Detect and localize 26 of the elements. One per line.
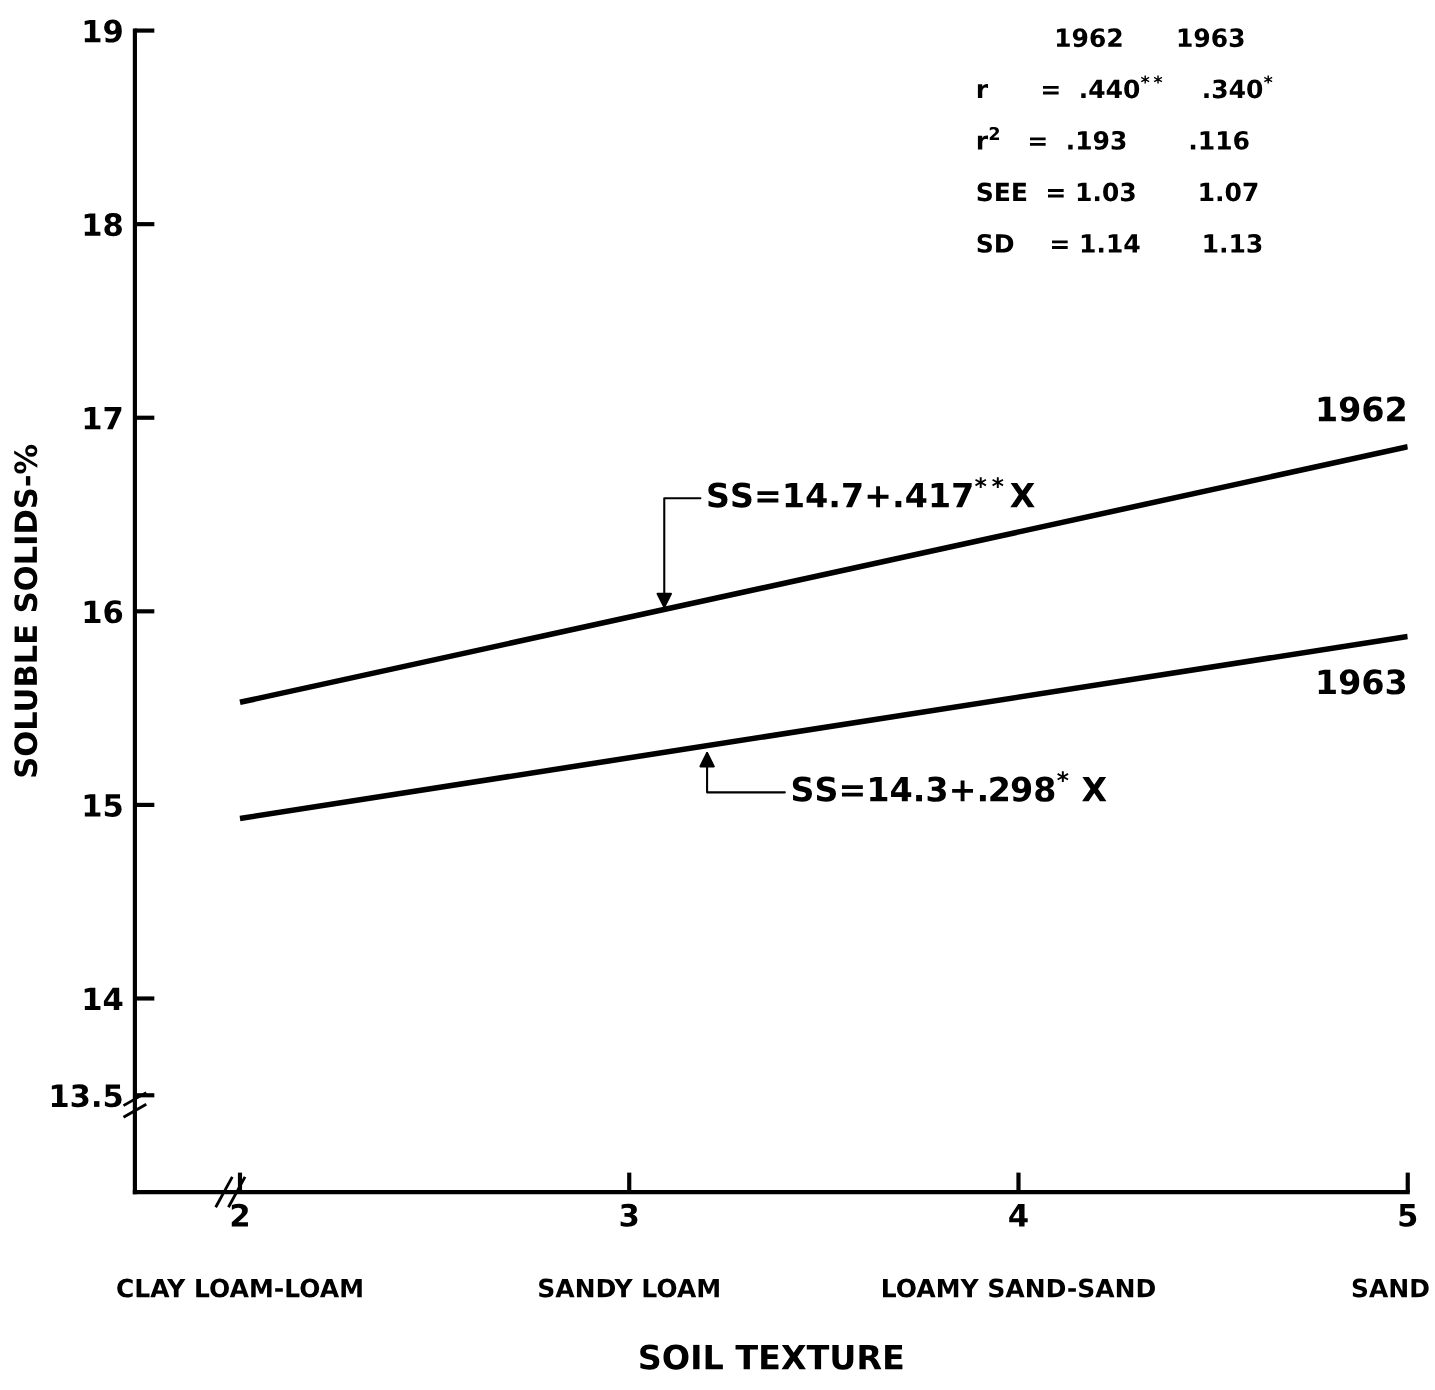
x-tick-label: 5 — [1399, 1204, 1417, 1227]
y-tick-label: 16 — [84, 600, 123, 624]
annotation: SD = 1.14 1.13 — [977, 233, 1262, 253]
text: SANDY LOAM — [539, 1278, 719, 1298]
y-tick-label: 13.5 — [51, 1084, 122, 1108]
y-tick-label: 14 — [84, 987, 123, 1011]
x-axis-title: SOIL TEXTURE — [640, 1344, 903, 1370]
text: LOAMY SAND-SAND — [883, 1278, 1155, 1298]
annotation: SS=14.3+.298$^{*}$ X — [792, 771, 1107, 802]
y-tick-label: 19 — [84, 19, 122, 43]
annotation: SEE = 1.03 1.07 — [977, 182, 1258, 202]
x-tick-label: 4 — [1009, 1204, 1028, 1227]
text: r$^{2}$ = .193 .116 — [977, 126, 1249, 150]
text: CLAY LOAM-LOAM — [117, 1278, 362, 1298]
annotation: 1962 1963 — [1056, 28, 1244, 48]
y-tick-label: 17 — [84, 407, 122, 430]
y-tick-label: 18 — [84, 213, 122, 237]
text: SAND — [1352, 1278, 1429, 1298]
series-label: 1963 — [1318, 669, 1406, 695]
series-label: 1962 — [1318, 396, 1405, 422]
y-tick-label: 15 — [84, 794, 122, 817]
y-axis-title: SOLUBLE SOLIDS-% — [14, 444, 38, 777]
x-tick-label: 3 — [620, 1203, 638, 1227]
text: r = .440$^{**}$ .340$^{*}$ — [977, 75, 1273, 99]
x-tick-label: 2 — [231, 1203, 248, 1227]
annotation: SS=14.7+.417$^{**}$X — [708, 477, 1035, 508]
